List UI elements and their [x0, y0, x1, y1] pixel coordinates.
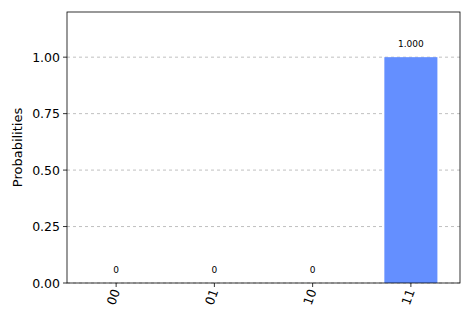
y-tick	[63, 283, 67, 284]
y-tick	[63, 57, 67, 58]
bar	[384, 57, 437, 283]
x-tick-label: 11	[398, 287, 418, 307]
plot-frame	[67, 12, 460, 283]
y-axis-label: Probabilities	[10, 108, 25, 188]
y-tick	[63, 113, 67, 114]
bars	[384, 57, 437, 283]
x-tick-label: 10	[300, 287, 320, 307]
y-tick	[63, 226, 67, 227]
y-tick-label: 0.25	[32, 219, 60, 234]
y-tick	[63, 170, 67, 171]
data-label: 0	[113, 265, 119, 275]
x-tick-label: 01	[202, 287, 222, 307]
data-label: 1.000	[398, 39, 424, 49]
x-tick	[312, 283, 313, 287]
data-label: 0	[310, 265, 316, 275]
chart-svg: 0.000.250.500.751.000001.00000011011Prob…	[0, 0, 471, 325]
y-tick-label: 0.00	[32, 276, 60, 291]
y-tick-label: 0.75	[32, 106, 60, 121]
chart-root: 0.000.250.500.751.000001.00000011011Prob…	[0, 0, 471, 325]
x-tick	[214, 283, 215, 287]
x-tick	[410, 283, 411, 287]
y-tick-label: 0.50	[32, 163, 60, 178]
y-tick-label: 1.00	[32, 50, 60, 65]
data-label: 0	[212, 265, 218, 275]
x-tick-label: 00	[103, 287, 123, 307]
x-tick	[116, 283, 117, 287]
